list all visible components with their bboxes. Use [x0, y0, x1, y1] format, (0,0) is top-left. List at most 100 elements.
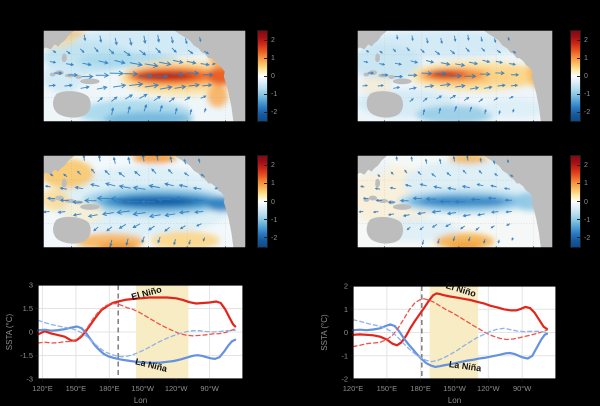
- wind-vector-arrow: [463, 96, 470, 101]
- wind-vector-arrow: [476, 183, 484, 187]
- wind-vector-arrow: [452, 155, 456, 162]
- wind-vector-arrow: [422, 108, 426, 115]
- wind-vector-arrow: [481, 47, 486, 52]
- colorbar-tick-mark: [264, 164, 267, 166]
- colorbar-tick-mark: [577, 237, 580, 239]
- colorbar-tick-label: -1: [584, 216, 591, 224]
- wind-vector-arrow: [179, 210, 190, 215]
- wind-vector-arrow: [203, 107, 207, 113]
- wind-vector-arrow: [129, 81, 144, 88]
- colorbar-la-nina-strong: 2 1 0 -1 -2: [257, 155, 277, 248]
- wind-vector-arrow: [433, 185, 442, 189]
- wind-vector-arrow: [66, 50, 71, 55]
- wind-vector-arrow: [437, 238, 440, 245]
- wind-vector-arrow: [81, 74, 94, 79]
- wind-vector-arrow: [171, 47, 177, 53]
- colorbar-tick-mark: [577, 75, 580, 77]
- x-tick-label: 120°W: [165, 384, 189, 393]
- wind-vector-arrow: [476, 213, 485, 217]
- wind-vector-arrow: [394, 74, 404, 79]
- wind-vector-arrow: [202, 237, 205, 242]
- wind-vector-arrow: [164, 212, 176, 218]
- wind-vector-arrow: [196, 223, 202, 227]
- y-tick-label: -3: [26, 375, 33, 384]
- wind-vector-arrow: [63, 173, 68, 177]
- wind-vector-arrow: [490, 225, 495, 229]
- wind-vector-arrow: [402, 214, 410, 217]
- wind-vector-arrow: [104, 182, 116, 187]
- wind-vector-arrow: [478, 170, 483, 174]
- wind-vector-arrow: [421, 239, 424, 246]
- wind-vector-arrow: [76, 170, 81, 175]
- wind-vector-arrow: [375, 199, 383, 202]
- series-line: [37, 319, 236, 358]
- wind-vector-arrow: [186, 70, 200, 76]
- wind-vector-arrow: [436, 95, 443, 100]
- wind-vector-arrow: [366, 50, 370, 53]
- wind-vector-arrow: [43, 210, 50, 214]
- wind-vector-arrow: [164, 227, 170, 232]
- wind-vector-arrow: [498, 110, 501, 115]
- wind-vector-arrow: [362, 197, 369, 200]
- wind-vector-arrow: [170, 36, 174, 44]
- wind-vector-arrow: [189, 108, 193, 115]
- wind-vector-arrow: [431, 209, 442, 214]
- colorbar-tick-mark: [264, 75, 267, 77]
- wind-vector-arrow: [455, 84, 466, 89]
- wind-vector-arrow: [141, 236, 145, 244]
- wind-vector-arrow: [132, 185, 146, 191]
- wind-vector-arrow: [479, 157, 482, 163]
- wind-vector-arrow: [64, 83, 73, 88]
- wind-vector-arrow: [406, 47, 410, 52]
- wind-vector-arrow: [465, 47, 470, 53]
- wind-vector-arrow: [59, 198, 70, 203]
- colorbar-tick-label: 0: [271, 198, 275, 206]
- wind-vector-arrow: [495, 60, 504, 64]
- x-tick-label: 180°E: [410, 384, 431, 393]
- wind-vector-arrow: [406, 226, 411, 231]
- colorbar-tick-label: 1: [271, 180, 275, 188]
- wind-vector-arrow: [68, 73, 79, 77]
- wind-vector-arrow: [363, 60, 369, 64]
- wind-vector-arrow: [125, 198, 140, 205]
- wind-vector-arrow: [74, 185, 84, 190]
- wind-vector-arrow: [82, 62, 92, 67]
- wind-vector-arrow: [410, 156, 413, 162]
- wind-vector-arrow: [453, 35, 457, 43]
- wind-vector-arrow: [183, 158, 186, 165]
- x-axis-label: Lon: [448, 396, 461, 405]
- wind-vector-arrow: [419, 226, 424, 231]
- series-line: [351, 323, 549, 368]
- wind-vector-arrow: [510, 83, 519, 87]
- colorbar-tick-label: 1: [584, 180, 588, 188]
- wind-vector-arrow: [125, 238, 129, 246]
- wind-vector-arrow: [202, 72, 214, 77]
- wind-vector-arrow: [468, 61, 479, 66]
- x-axis-label: Lon: [134, 396, 147, 405]
- x-tick-label: 90°W: [200, 384, 219, 393]
- wind-vector-arrow: [469, 106, 473, 112]
- map-el-nino-strong: [43, 30, 246, 122]
- wind-vector-arrow: [84, 198, 97, 203]
- colorbar-tick-mark: [264, 111, 267, 113]
- y-tick-label: 3: [29, 281, 33, 290]
- wind-vector-arrow: [424, 84, 435, 89]
- wind-vector-arrow: [512, 50, 517, 54]
- wind-vector-arrow: [109, 70, 125, 76]
- wind-vector-arrow: [187, 49, 194, 55]
- wind-vector-arrow: [510, 73, 520, 77]
- colorbar-el-nino-strong: 2 1 0 -1 -2: [257, 30, 277, 122]
- wind-vector-arrow: [407, 73, 418, 78]
- wind-vector-arrow: [99, 35, 103, 43]
- colorbar-tick-mark: [264, 237, 267, 239]
- wind-vector-arrow: [172, 59, 184, 64]
- colorbar-tick-label: 2: [271, 37, 275, 44]
- wind-vector-arrow: [158, 61, 172, 67]
- x-tick-label: 180°E: [99, 384, 120, 393]
- wind-vector-arrow: [487, 196, 497, 200]
- x-tick-label: 120°E: [32, 384, 53, 393]
- y-tick-label: 2: [344, 282, 348, 291]
- wind-vector-arrow: [80, 85, 90, 90]
